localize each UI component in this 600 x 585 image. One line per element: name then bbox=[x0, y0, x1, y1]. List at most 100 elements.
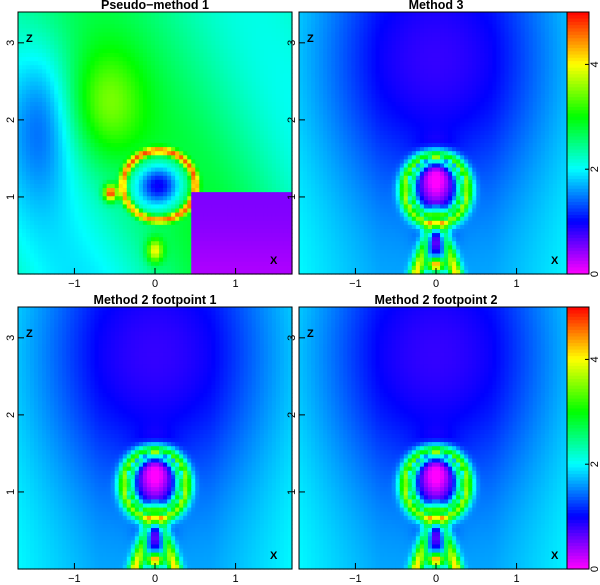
heat-cell bbox=[267, 163, 273, 169]
heat-cell bbox=[255, 151, 261, 156]
heat-cell bbox=[90, 233, 96, 238]
heat-cell bbox=[211, 52, 217, 58]
heat-cell bbox=[187, 204, 192, 210]
heat-cell bbox=[34, 163, 39, 169]
heat-cell bbox=[66, 48, 71, 54]
heat-cell bbox=[223, 36, 229, 42]
heat-cell bbox=[126, 81, 132, 87]
heat-cell bbox=[50, 188, 55, 193]
heat-cell bbox=[86, 32, 92, 38]
heat-cell bbox=[150, 233, 156, 238]
heat-cell bbox=[106, 188, 112, 193]
heat-cell bbox=[26, 81, 31, 87]
heat-cell bbox=[42, 73, 47, 79]
heat-cell bbox=[159, 65, 164, 70]
heat-cell bbox=[231, 57, 237, 62]
heat-cell bbox=[179, 40, 184, 46]
heat-cell bbox=[307, 171, 312, 177]
heat-cell bbox=[211, 249, 217, 255]
heat-cell bbox=[323, 265, 328, 271]
heat-cell bbox=[163, 73, 168, 79]
heat-cell bbox=[195, 208, 200, 214]
heat-cell bbox=[94, 110, 100, 115]
heat-cell bbox=[263, 110, 269, 115]
heat-cell bbox=[90, 110, 96, 115]
heat-cell bbox=[42, 32, 47, 38]
heat-cell bbox=[167, 183, 172, 189]
heat-cell bbox=[106, 192, 112, 197]
heat-cell bbox=[223, 216, 229, 222]
heat-cell bbox=[287, 151, 293, 156]
heat-cell bbox=[255, 69, 261, 74]
heat-cell bbox=[195, 138, 200, 144]
heat-cell bbox=[199, 167, 204, 173]
heat-cell bbox=[50, 216, 55, 222]
heat-cell bbox=[227, 171, 233, 177]
heat-cell bbox=[66, 32, 71, 38]
heat-cell bbox=[175, 212, 180, 218]
heat-cell bbox=[307, 57, 312, 62]
heat-cell bbox=[134, 179, 140, 185]
heat-cell bbox=[118, 110, 124, 115]
heat-cell bbox=[239, 85, 245, 91]
heat-cell bbox=[18, 36, 23, 42]
heat-cell bbox=[34, 12, 39, 17]
heat-cell bbox=[110, 179, 116, 185]
heat-cell bbox=[38, 155, 43, 160]
heat-cell bbox=[275, 216, 281, 222]
heat-cell bbox=[58, 228, 63, 234]
heat-cell bbox=[335, 220, 340, 226]
heat-cell bbox=[167, 143, 172, 148]
heat-cell bbox=[243, 24, 249, 29]
heat-cell bbox=[30, 130, 35, 136]
heat-cell bbox=[159, 106, 164, 111]
heat-cell bbox=[327, 183, 332, 189]
heat-cell bbox=[327, 24, 332, 29]
heat-cell bbox=[114, 245, 120, 251]
heat-cell bbox=[30, 163, 35, 169]
heat-cell bbox=[110, 200, 116, 205]
heat-cell bbox=[323, 171, 328, 177]
heat-cell bbox=[315, 122, 320, 128]
heat-cell bbox=[323, 237, 328, 242]
heat-cell bbox=[30, 216, 35, 222]
heat-cell bbox=[54, 40, 59, 46]
heat-cell bbox=[303, 159, 308, 165]
heat-cell bbox=[315, 69, 320, 74]
heat-cell bbox=[122, 36, 128, 42]
heat-cell bbox=[315, 237, 320, 242]
heat-cell bbox=[38, 48, 43, 54]
heat-cell bbox=[267, 192, 273, 197]
heat-cell bbox=[146, 36, 152, 42]
heat-cell bbox=[195, 245, 200, 251]
heat-cell bbox=[62, 122, 67, 128]
heat-cell bbox=[98, 32, 104, 38]
heat-cell bbox=[247, 245, 253, 251]
heat-cell bbox=[22, 61, 27, 66]
heat-cell bbox=[243, 224, 249, 230]
heat-cell bbox=[74, 61, 80, 66]
heat-cell bbox=[150, 40, 156, 46]
heat-cell bbox=[90, 245, 96, 251]
heat-cell bbox=[247, 200, 253, 205]
heat-cell bbox=[247, 52, 253, 58]
heat-cell bbox=[311, 155, 316, 160]
heat-cell bbox=[167, 163, 172, 169]
heat-cell bbox=[122, 110, 128, 115]
heat-cell bbox=[219, 110, 225, 115]
heat-cell bbox=[303, 233, 308, 238]
heat-cell bbox=[255, 12, 261, 17]
heat-cell bbox=[183, 85, 188, 91]
heat-cell bbox=[155, 73, 160, 79]
heat-cell bbox=[251, 81, 257, 87]
heat-cell bbox=[311, 69, 316, 74]
heat-cell bbox=[102, 28, 108, 34]
heat-cell bbox=[235, 253, 241, 259]
heat-cell bbox=[203, 241, 208, 246]
heat-cell bbox=[207, 241, 213, 246]
heat-cell bbox=[114, 216, 120, 222]
heat-cell bbox=[219, 85, 225, 91]
heat-cell bbox=[327, 245, 332, 251]
heat-cell bbox=[78, 171, 84, 177]
heat-cell bbox=[323, 28, 328, 34]
